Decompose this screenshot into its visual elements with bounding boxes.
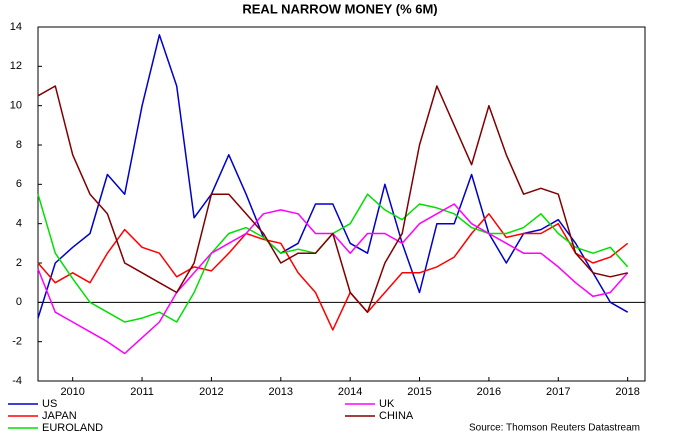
series-line: [37, 85, 628, 313]
legend-label: CHINA: [379, 410, 414, 422]
series-line: [37, 34, 629, 319]
y-tick-label: 14: [10, 21, 22, 33]
x-tick-label: 2015: [407, 386, 431, 398]
y-tick-label: -2: [12, 336, 22, 348]
y-tick-label: 12: [10, 60, 22, 72]
y-tick-label: 4: [16, 218, 22, 230]
y-tick-label: 10: [10, 100, 22, 112]
legend-label: EUROLAND: [42, 422, 103, 434]
series-line: [37, 213, 629, 331]
x-tick-label: 2016: [477, 386, 501, 398]
x-tick-label: 2018: [615, 386, 639, 398]
x-tick-label: 2017: [546, 386, 570, 398]
x-tick-label: 2014: [338, 386, 362, 398]
y-tick-label: 6: [16, 178, 22, 190]
y-tick-label: 8: [16, 139, 22, 151]
plot-frame: [37, 26, 646, 382]
x-tick-label: 2013: [269, 386, 293, 398]
chart-title: REAL NARROW MONEY (% 6M): [242, 1, 437, 16]
source: Source: Thomson Reuters Datastream: [469, 423, 640, 434]
legend-label: JAPAN: [42, 410, 77, 422]
y-tick-label: 0: [16, 296, 22, 308]
x-tick-label: 2011: [130, 386, 154, 398]
y-tick-label: 2: [16, 257, 22, 269]
x-tick-label: 2012: [199, 386, 223, 398]
series-line: [37, 203, 629, 355]
y-tick-label: -4: [12, 375, 22, 387]
x-tick-label: 2010: [60, 386, 84, 398]
legend-label: UK: [379, 398, 395, 410]
legend-label: US: [42, 398, 57, 410]
